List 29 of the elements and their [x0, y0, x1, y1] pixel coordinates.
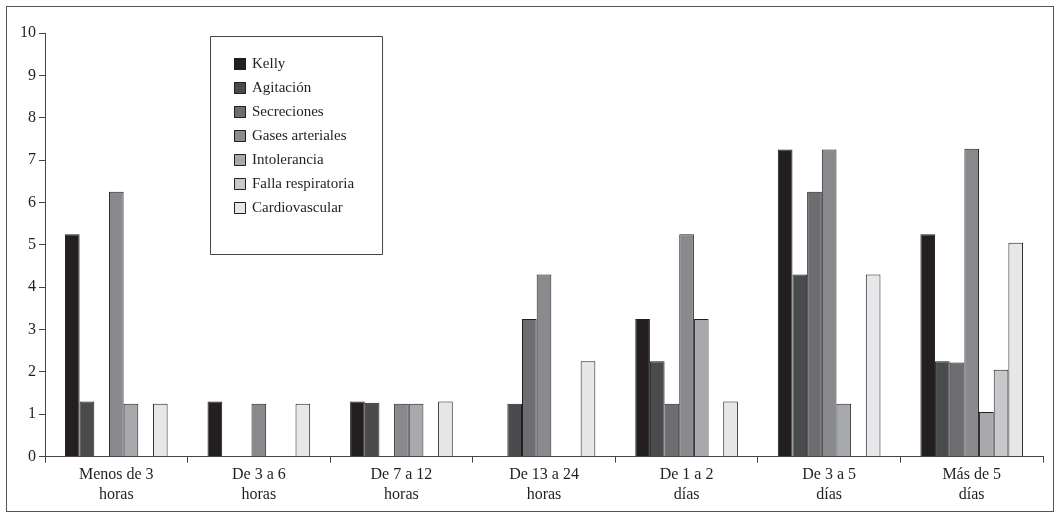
legend-label: Falla respiratoria	[252, 174, 355, 191]
bar	[920, 234, 936, 457]
x-tick-label: De 3 a 5 días	[802, 465, 857, 502]
x-tick-label: Más de 5 días	[942, 465, 1002, 502]
bar	[207, 401, 223, 457]
x-tick-label: Menos de 3 horas	[78, 465, 154, 502]
y-tick-label: 6	[28, 192, 36, 210]
y-tick-label: 5	[28, 235, 36, 252]
x-tick-label: De 1 a 2 días	[659, 465, 714, 502]
legend-label: Secreciones	[252, 102, 324, 119]
bar	[777, 149, 793, 457]
legend-label: Cardiovascular	[252, 198, 343, 215]
y-tick-label: 1	[28, 404, 36, 422]
y-tick-label: 10	[20, 23, 36, 41]
y-tick-label: 9	[28, 65, 36, 83]
y-tick-label: 3	[28, 319, 36, 337]
legend-label: Kelly	[252, 54, 286, 71]
x-tick-label: De 3 a 6 horas	[231, 465, 286, 502]
x-tick-label: De 7 a 12 horas	[370, 465, 433, 502]
legend-label: Gases arteriales	[252, 126, 347, 143]
y-tick-label: 4	[28, 277, 36, 295]
y-tick-label: 0	[28, 446, 36, 464]
bar	[635, 318, 650, 457]
x-tick-label: De 13 a 24 horas	[509, 465, 579, 502]
y-tick-label: 2	[28, 362, 36, 380]
y-tick-label: 8	[28, 107, 36, 125]
legend-label: Agitación	[252, 78, 312, 95]
legend-label: Intolerancia	[252, 150, 324, 167]
y-tick-label: 7	[28, 150, 36, 168]
